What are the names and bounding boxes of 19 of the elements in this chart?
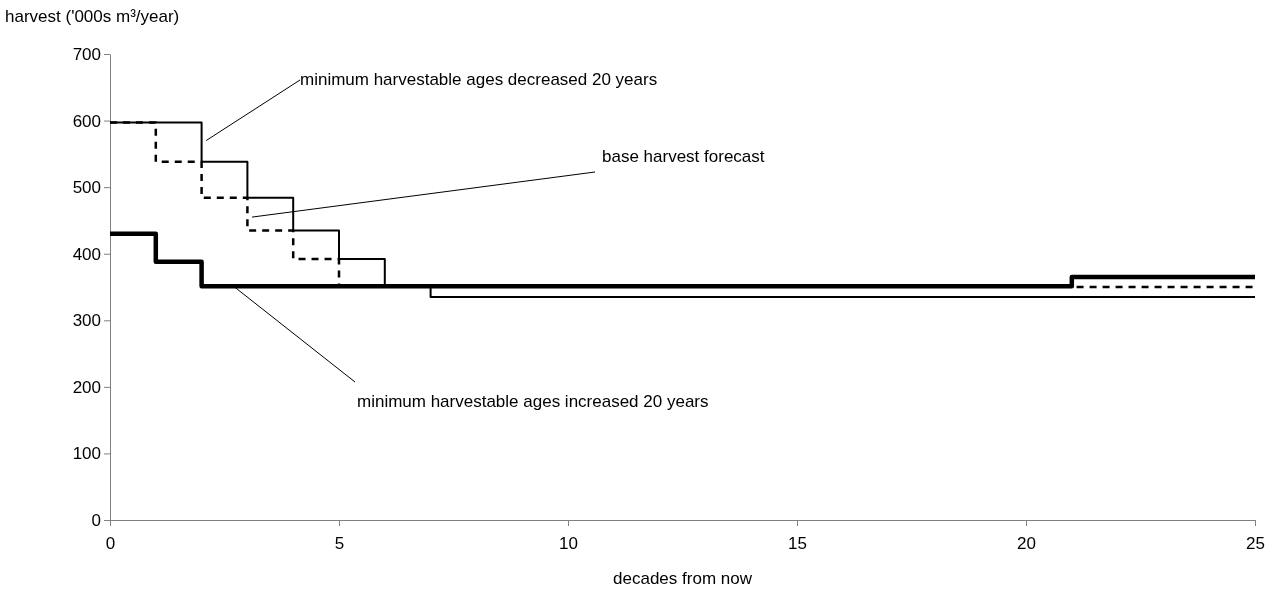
y-tick-label: 200 xyxy=(72,377,101,397)
y-tick-label: 600 xyxy=(72,111,101,131)
annotation: minimum harvestable ages decreased 20 years xyxy=(300,70,658,89)
y-tick-label: 500 xyxy=(72,178,101,198)
y-axis-title: harvest ('000s m³/year) xyxy=(5,7,180,26)
x-tick-label: 20 xyxy=(1017,534,1036,554)
x-tick-label: 0 xyxy=(105,534,116,554)
y-tick-label: 300 xyxy=(72,311,101,331)
y-tick-label: 700 xyxy=(72,44,101,64)
x-tick-label: 10 xyxy=(559,534,578,554)
y-tick-label: 100 xyxy=(72,444,101,464)
x-axis-title: decades from now xyxy=(613,569,753,588)
annotation: minimum harvestable ages increased 20 years xyxy=(357,392,709,411)
y-tick-label: 0 xyxy=(91,510,101,530)
y-tick-label: 400 xyxy=(72,244,101,264)
x-tick-label: 5 xyxy=(334,534,345,554)
x-tick-label: 25 xyxy=(1246,534,1265,554)
annotation: base harvest forecast xyxy=(602,147,765,166)
x-tick-label: 15 xyxy=(788,534,807,554)
